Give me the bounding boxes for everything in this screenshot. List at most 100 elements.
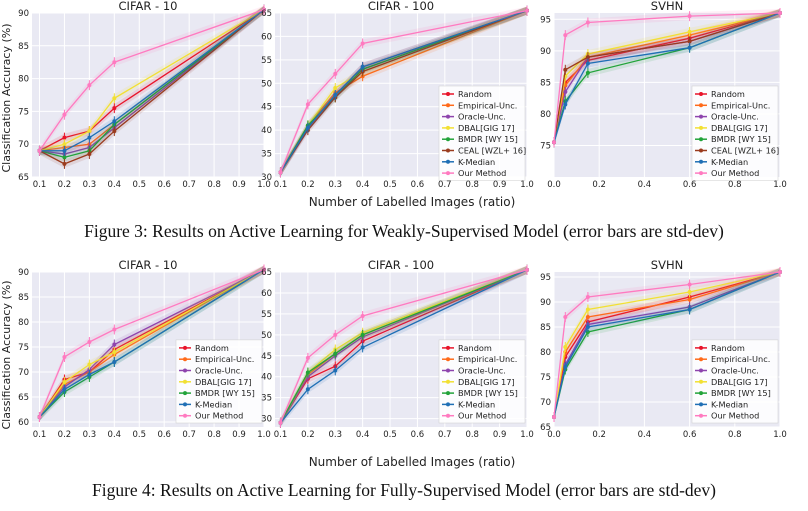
x-tick-label: 0.2 <box>301 180 315 190</box>
data-point <box>778 270 782 274</box>
x-tick-label: 1.0 <box>257 430 271 440</box>
legend-marker <box>699 159 703 164</box>
x-tick-label: 0.1 <box>274 430 288 440</box>
legend-marker <box>446 159 450 164</box>
x-tick-label: 0.4 <box>108 180 122 190</box>
data-point <box>687 39 692 44</box>
y-tick-label: 80 <box>18 318 29 328</box>
y-tick-label: 95 <box>540 273 551 283</box>
data-point <box>563 315 568 319</box>
legend-marker <box>183 402 187 407</box>
legend-label: BMDR [WY 15] <box>711 388 771 398</box>
x-tick-label: 0.6 <box>683 180 697 190</box>
chart-title: CIFAR - 10 <box>119 0 178 13</box>
data-point <box>563 345 568 349</box>
y-tick-label: 75 <box>540 373 551 383</box>
y-tick-label: 40 <box>261 126 272 136</box>
legend-label: Our Method <box>711 411 759 421</box>
data-point <box>585 325 590 329</box>
data-point <box>112 96 117 101</box>
x-tick-label: 0.9 <box>232 430 246 440</box>
data-point <box>112 119 117 124</box>
legend-marker <box>183 379 187 384</box>
y-tick-label: 30 <box>261 173 272 183</box>
x-tick-label: 0.6 <box>411 180 425 190</box>
legend-marker <box>446 148 450 153</box>
data-point <box>585 55 590 60</box>
x-tick-label: 0.2 <box>592 430 606 440</box>
error-band <box>39 265 264 421</box>
y-tick-label: 55 <box>261 310 272 320</box>
y-tick-label: 85 <box>18 42 29 52</box>
data-point <box>585 20 590 25</box>
data-point <box>360 332 365 337</box>
legend-marker <box>183 345 187 350</box>
chart-panel: 30 35 40 45 50 55 60 65 0.1 0.2 0.3 0.4 0.5 0.6 0.7 0.8… <box>261 0 534 190</box>
data-point <box>87 340 92 344</box>
legend-label: Our Method <box>458 411 506 421</box>
data-point <box>585 61 590 66</box>
data-point <box>563 102 568 107</box>
legend-label: Our Method <box>711 168 759 178</box>
error-band <box>554 9 780 147</box>
y-tick-label: 80 <box>540 110 551 120</box>
y-tick-label: 75 <box>18 107 29 117</box>
data-point <box>360 313 365 318</box>
data-point <box>333 351 338 356</box>
x-tick-label: 0.4 <box>638 180 652 190</box>
legend-marker <box>699 368 703 373</box>
legend-label: Random <box>711 343 745 353</box>
x-tick-label: 1.0 <box>773 430 787 440</box>
x-tick-label: 0.3 <box>83 430 97 440</box>
error-band <box>554 268 780 421</box>
data-point <box>585 307 590 312</box>
y-tick-label: 90 <box>18 9 29 19</box>
legend-label: DBAL[GIG 17] <box>195 377 252 387</box>
y-tick-label: 45 <box>261 103 272 113</box>
data-point <box>333 85 338 90</box>
x-tick-label: 0.8 <box>728 430 742 440</box>
data-point <box>552 415 556 419</box>
data-point <box>62 161 67 166</box>
error-band <box>39 5 264 155</box>
x-tick-label: 0.7 <box>182 180 196 190</box>
error-band <box>554 268 780 421</box>
data-point <box>333 93 338 97</box>
legend-marker <box>699 125 703 130</box>
data-point <box>305 370 310 375</box>
chart-title: CIFAR - 100 <box>368 258 434 272</box>
y-tick-label: 90 <box>18 268 29 278</box>
y-tick-label: 30 <box>261 415 272 425</box>
legend-label: BMDR [WY 15] <box>195 388 255 398</box>
y-tick-label: 50 <box>261 331 272 341</box>
data-point <box>305 102 310 107</box>
legend-marker <box>699 345 703 350</box>
figure-3-caption: Figure 3: Results on Active Learning for… <box>84 221 724 241</box>
data-point <box>360 64 365 69</box>
chart-title: CIFAR - 100 <box>368 0 434 13</box>
legend-label: Oracle-Unc. <box>458 366 506 376</box>
data-point <box>112 129 117 134</box>
series-Our Method <box>278 264 529 428</box>
y-tick-label: 35 <box>261 150 272 160</box>
error-band <box>554 268 780 421</box>
legend-label: Random <box>458 89 492 99</box>
series-Our Method <box>278 5 529 178</box>
y-tick-label: 65 <box>540 423 551 433</box>
data-point <box>305 387 310 392</box>
data-point <box>62 112 67 117</box>
data-point <box>62 380 67 384</box>
error-band <box>554 9 780 147</box>
legend-marker <box>699 357 703 362</box>
x-tick-label: 0.8 <box>207 180 221 190</box>
data-point <box>333 368 338 373</box>
legend-label: DBAL[GIG 17] <box>458 123 515 133</box>
legend-marker <box>446 413 450 418</box>
legend-label: Empirical-Unc. <box>458 100 517 110</box>
y-tick-label: 60 <box>261 32 272 42</box>
data-point <box>525 267 529 272</box>
data-point <box>585 315 590 319</box>
legend-marker <box>446 379 450 384</box>
data-point <box>87 152 92 157</box>
